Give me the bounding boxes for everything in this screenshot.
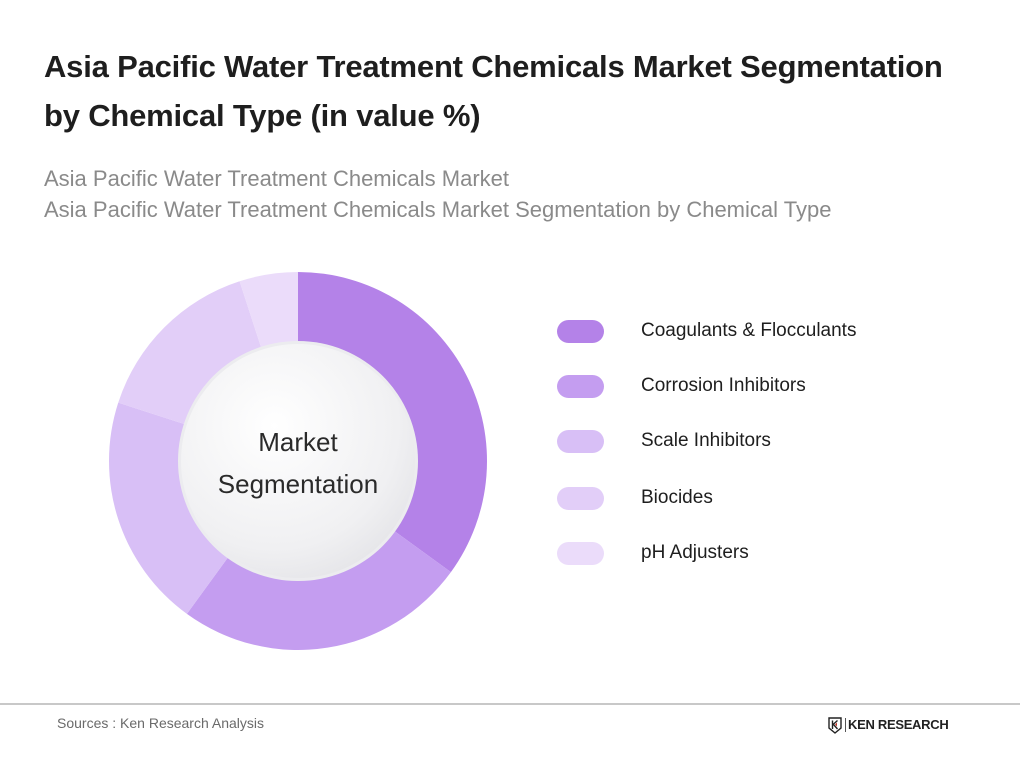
legend-item-corrosion-inhibitors: Corrosion Inhibitors [557, 371, 917, 401]
legend-label: Coagulants & Flocculants [641, 320, 857, 341]
donut-slice [239, 272, 298, 349]
center-disc [181, 344, 415, 578]
legend-swatch [557, 375, 604, 398]
legend-swatch [557, 487, 604, 510]
donut-svg [109, 272, 487, 650]
donut-slice [109, 402, 229, 614]
legend-label: pH Adjusters [641, 542, 749, 563]
source-note: Sources : Ken Research Analysis [57, 715, 264, 731]
ken-research-logo: KEN RESEARCH [828, 716, 949, 734]
footer-divider [0, 703, 1020, 705]
donut-slice [118, 281, 262, 425]
donut-chart: Market Segmentation [98, 261, 498, 661]
chart-subtitle: Asia Pacific Water Treatment Chemicals M… [44, 163, 984, 225]
ken-research-logo-icon [828, 716, 842, 734]
legend-swatch [557, 542, 604, 565]
donut-slices [109, 272, 487, 650]
chart-title: Asia Pacific Water Treatment Chemicals M… [44, 49, 943, 133]
subtitle-line-1: Asia Pacific Water Treatment Chemicals M… [44, 166, 509, 191]
legend-label: Biocides [641, 487, 713, 508]
logo-text: KEN RESEARCH [845, 718, 949, 732]
legend-item-coagulants: Coagulants & Flocculants [557, 316, 917, 346]
legend-swatch [557, 430, 604, 453]
subtitle-line-2: Asia Pacific Water Treatment Chemicals M… [44, 197, 832, 222]
legend-item-biocides: Biocides [557, 483, 917, 513]
legend-item-ph-adjusters: pH Adjusters [557, 538, 917, 568]
donut-slice [186, 530, 451, 650]
donut-slice [298, 272, 487, 573]
legend-swatch [557, 320, 604, 343]
legend-label: Scale Inhibitors [641, 430, 771, 451]
center-label-line-1: Market [258, 427, 338, 457]
center-label-line-2: Segmentation [217, 469, 379, 499]
legend-label: Corrosion Inhibitors [641, 375, 806, 396]
legend-item-scale-inhibitors: Scale Inhibitors [557, 426, 917, 456]
center-label: Market Segmentation [198, 421, 398, 505]
